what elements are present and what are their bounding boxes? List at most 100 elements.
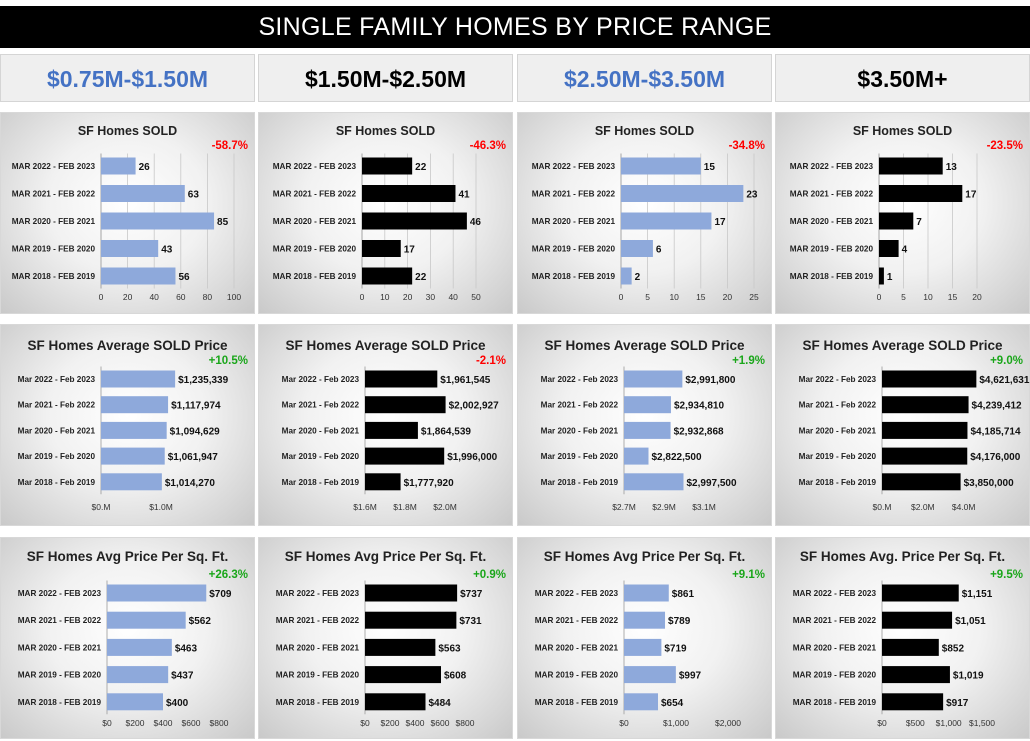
percent-change: +0.9% (473, 569, 506, 581)
page-title: SINGLE FAMILY HOMES BY PRICE RANGE (0, 6, 1030, 48)
bar (365, 370, 438, 388)
category-label: MAR 2019 - FEB 2020 (273, 245, 357, 254)
x-tick-label: $200 (381, 718, 400, 728)
data-label: 43 (161, 245, 173, 256)
bar-chart: MAR 2022 - FEB 2023 $861 MAR 2021 - FEB 20… (535, 580, 741, 728)
x-tick-label: 0 (877, 292, 882, 302)
x-tick-label: $2.9M (652, 502, 676, 512)
data-label: $719 (664, 643, 687, 654)
x-tick-label: 20 (723, 292, 733, 302)
panel-title: SF Homes Avg Price Per Sq. Ft. (26, 549, 229, 564)
avg-price-panel-3: SF Homes Average SOLD Price +1.9% Mar 20… (517, 324, 772, 526)
category-label: Mar 2021 - Feb 2022 (282, 401, 360, 410)
data-label: 13 (946, 162, 958, 173)
category-label: MAR 2019 - FEB 2020 (532, 245, 616, 254)
bar (101, 370, 176, 388)
bar-chart: MAR 2022 - FEB 2023 $737 MAR 2021 - FEB 20… (276, 580, 483, 728)
data-label: $654 (661, 698, 684, 709)
category-label: MAR 2022 - FEB 2023 (793, 589, 877, 598)
panel-title: SF Homes Average SOLD Price (802, 338, 1003, 353)
data-label: 6 (656, 245, 662, 256)
bar-chart: MAR 2022 - FEB 2023 15 MAR 2021 - FEB 2022… (532, 153, 759, 302)
x-tick-label: 100 (227, 292, 241, 302)
category-label: MAR 2021 - FEB 2022 (535, 616, 619, 625)
category-label: MAR 2018 - FEB 2019 (793, 698, 877, 707)
data-label: 4 (902, 245, 908, 256)
bar (882, 421, 968, 439)
x-tick-label: $0 (619, 718, 629, 728)
category-label: Mar 2019 - Feb 2020 (799, 452, 877, 461)
category-label: Mar 2019 - Feb 2020 (18, 452, 96, 461)
data-label: $4,176,000 (970, 452, 1020, 463)
category-label: MAR 2020 - FEB 2021 (790, 217, 874, 226)
price-range-header-4: $3.50M+ (775, 54, 1030, 102)
category-label: MAR 2022 - FEB 2023 (18, 589, 102, 598)
bar (362, 185, 456, 202)
panel-title: SF Homes SOLD (335, 124, 436, 138)
bar (101, 212, 215, 230)
bar (621, 267, 632, 285)
data-label: $4,185,714 (970, 426, 1020, 437)
data-label: $2,932,868 (674, 426, 724, 437)
category-label: Mar 2018 - Feb 2019 (18, 478, 96, 487)
data-label: $731 (459, 616, 482, 627)
x-tick-label: 0 (360, 292, 365, 302)
category-label: MAR 2021 - FEB 2022 (793, 616, 877, 625)
bar (101, 240, 159, 257)
category-label: Mar 2018 - Feb 2019 (282, 478, 360, 487)
x-tick-label: $1,000 (936, 718, 962, 728)
x-tick-label: $1.0M (149, 502, 173, 512)
category-label: Mar 2022 - Feb 2023 (18, 375, 96, 384)
data-label: $2,997,500 (687, 478, 737, 489)
data-label: 46 (470, 217, 482, 228)
price-per-sqft-panel-4: SF Homes Avg. Price Per Sq. Ft. +9.5% MA… (775, 537, 1030, 739)
category-label: MAR 2018 - FEB 2019 (790, 272, 874, 281)
bar (107, 638, 172, 656)
data-label: $852 (942, 643, 965, 654)
category-label: Mar 2020 - Feb 2021 (18, 426, 96, 435)
x-tick-label: $4.0M (952, 502, 976, 512)
data-label: 26 (139, 162, 151, 173)
data-label: 23 (746, 190, 758, 201)
x-tick-label: $0.M (92, 502, 111, 512)
price-per-sqft-panel-2: SF Homes Avg Price Per Sq. Ft. +0.9% MAR… (258, 537, 513, 739)
bar (624, 666, 676, 684)
category-label: MAR 2022 - FEB 2023 (535, 589, 619, 598)
x-tick-label: $500 (906, 718, 925, 728)
bar (101, 473, 162, 491)
data-label: $1,117,974 (171, 401, 221, 412)
bar (621, 240, 653, 257)
percent-change: -46.3% (469, 140, 506, 152)
x-tick-label: 5 (901, 292, 906, 302)
data-label: 1 (887, 272, 893, 283)
bar (362, 267, 413, 285)
category-label: MAR 2022 - FEB 2023 (532, 162, 616, 171)
data-label: 15 (704, 162, 716, 173)
bar (621, 157, 701, 175)
x-tick-label: 20 (123, 292, 133, 302)
bar-chart: Mar 2022 - Feb 2023 $4,621,631 Mar 2021 - … (799, 366, 1030, 512)
bar (882, 473, 961, 491)
category-label: MAR 2019 - FEB 2020 (535, 671, 619, 680)
sold-count-panel-2: SF Homes SOLD -46.3% MAR 2022 - FEB 2023… (258, 112, 513, 314)
price-per-sqft-panel-3: SF Homes Avg Price Per Sq. Ft. +9.1% MAR… (517, 537, 772, 739)
data-label: $2,991,800 (685, 375, 735, 386)
category-label: Mar 2018 - Feb 2019 (799, 478, 877, 487)
data-label: $608 (444, 671, 467, 682)
data-label: $1,864,539 (421, 426, 471, 437)
category-label: Mar 2021 - Feb 2022 (541, 401, 619, 410)
x-tick-label: $3.1M (692, 502, 716, 512)
x-tick-label: $400 (154, 718, 173, 728)
x-tick-label: 40 (448, 292, 458, 302)
bar (362, 240, 401, 257)
data-label: $562 (189, 616, 212, 627)
x-tick-label: 30 (426, 292, 436, 302)
x-tick-label: 50 (471, 292, 481, 302)
bar (882, 370, 977, 388)
data-label: $1,235,339 (178, 375, 228, 386)
category-label: MAR 2020 - FEB 2021 (273, 217, 357, 226)
x-tick-label: 25 (749, 292, 759, 302)
data-label: $709 (209, 589, 232, 600)
category-label: MAR 2022 - FEB 2023 (790, 162, 874, 171)
bar (365, 693, 426, 711)
